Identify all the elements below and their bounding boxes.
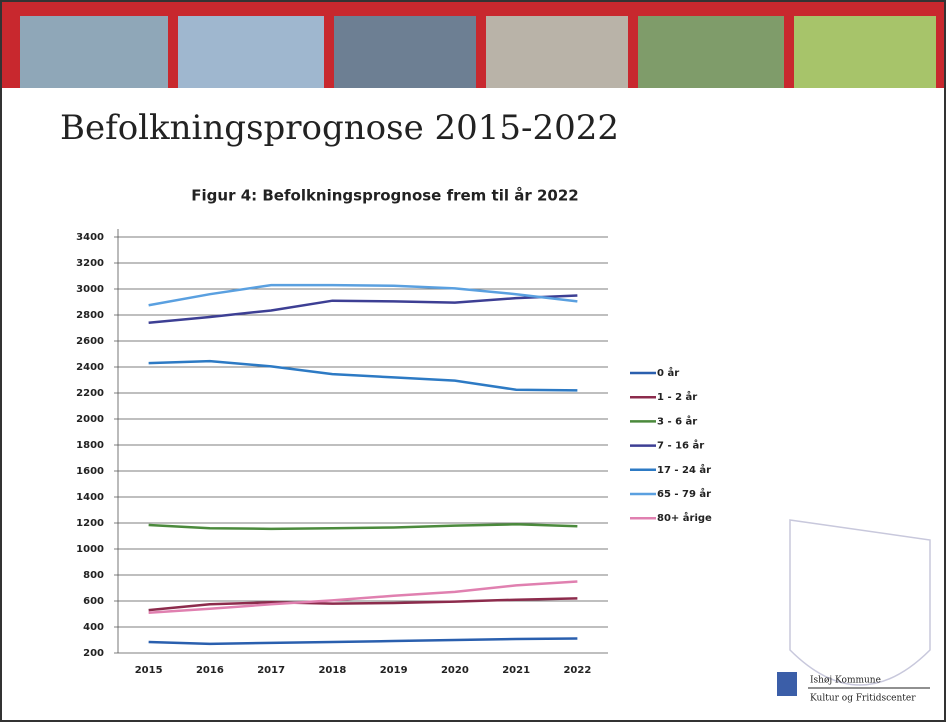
slide-title: Befolkningsprognose 2015-2022 — [60, 108, 619, 148]
series-line — [148, 637, 578, 646]
legend-label: 7 - 16 år — [657, 439, 704, 452]
legend-label: 65 - 79 år — [657, 487, 711, 500]
y-tick-label: 200 — [83, 648, 104, 659]
x-tick-label: 2016 — [196, 665, 224, 676]
y-tick-label: 800 — [83, 570, 104, 581]
y-tick-label: 3200 — [76, 258, 104, 269]
x-tick-label: 2021 — [502, 665, 530, 676]
y-tick-label: 2600 — [76, 336, 104, 347]
header-photo — [486, 16, 628, 88]
header-photo — [20, 16, 168, 88]
x-tick-label: 2015 — [135, 665, 163, 676]
y-tick-label: 600 — [83, 596, 104, 607]
legend-label: 0 år — [657, 366, 679, 379]
y-tick-label: 1600 — [76, 466, 104, 477]
y-tick-label: 3400 — [76, 232, 104, 243]
logo-line1: Ishøj Kommune — [810, 676, 881, 686]
y-tick-label: 3000 — [76, 284, 104, 295]
y-tick-label: 400 — [83, 622, 104, 633]
legend-label: 3 - 6 år — [657, 414, 697, 427]
header-photo — [178, 16, 324, 88]
legend-label: 1 - 2 år — [657, 390, 697, 403]
series-line — [148, 359, 578, 392]
x-tick-label: 2017 — [257, 665, 285, 676]
legend-label: 80+ årige — [657, 511, 712, 524]
header-photo — [638, 16, 784, 88]
watermark — [789, 519, 931, 686]
series-line — [148, 283, 578, 307]
x-tick-label: 2022 — [563, 665, 591, 676]
x-tick-label: 2019 — [380, 665, 408, 676]
series-line — [148, 597, 578, 612]
header-photo — [794, 16, 936, 88]
y-tick-label: 1400 — [76, 492, 104, 503]
legend-label: 17 - 24 år — [657, 463, 711, 476]
y-tick-label: 2200 — [76, 388, 104, 399]
y-tick-label: 1000 — [76, 544, 104, 555]
header-photo — [334, 16, 476, 88]
series-line — [148, 294, 578, 325]
y-tick-label: 1200 — [76, 518, 104, 529]
y-tick-label: 1800 — [76, 440, 104, 451]
y-tick-label: 2800 — [76, 310, 104, 321]
logo-line2: Kultur og Fritidscenter — [810, 694, 916, 704]
y-tick-label: 2400 — [76, 362, 104, 373]
chart-title: Figur 4: Befolkningsprognose frem til år… — [191, 187, 578, 205]
y-tick-label: 2000 — [76, 414, 104, 425]
x-tick-label: 2020 — [441, 665, 469, 676]
series-line — [148, 523, 578, 531]
x-tick-label: 2018 — [318, 665, 346, 676]
logo-icon — [777, 672, 797, 696]
series-line — [148, 580, 578, 614]
